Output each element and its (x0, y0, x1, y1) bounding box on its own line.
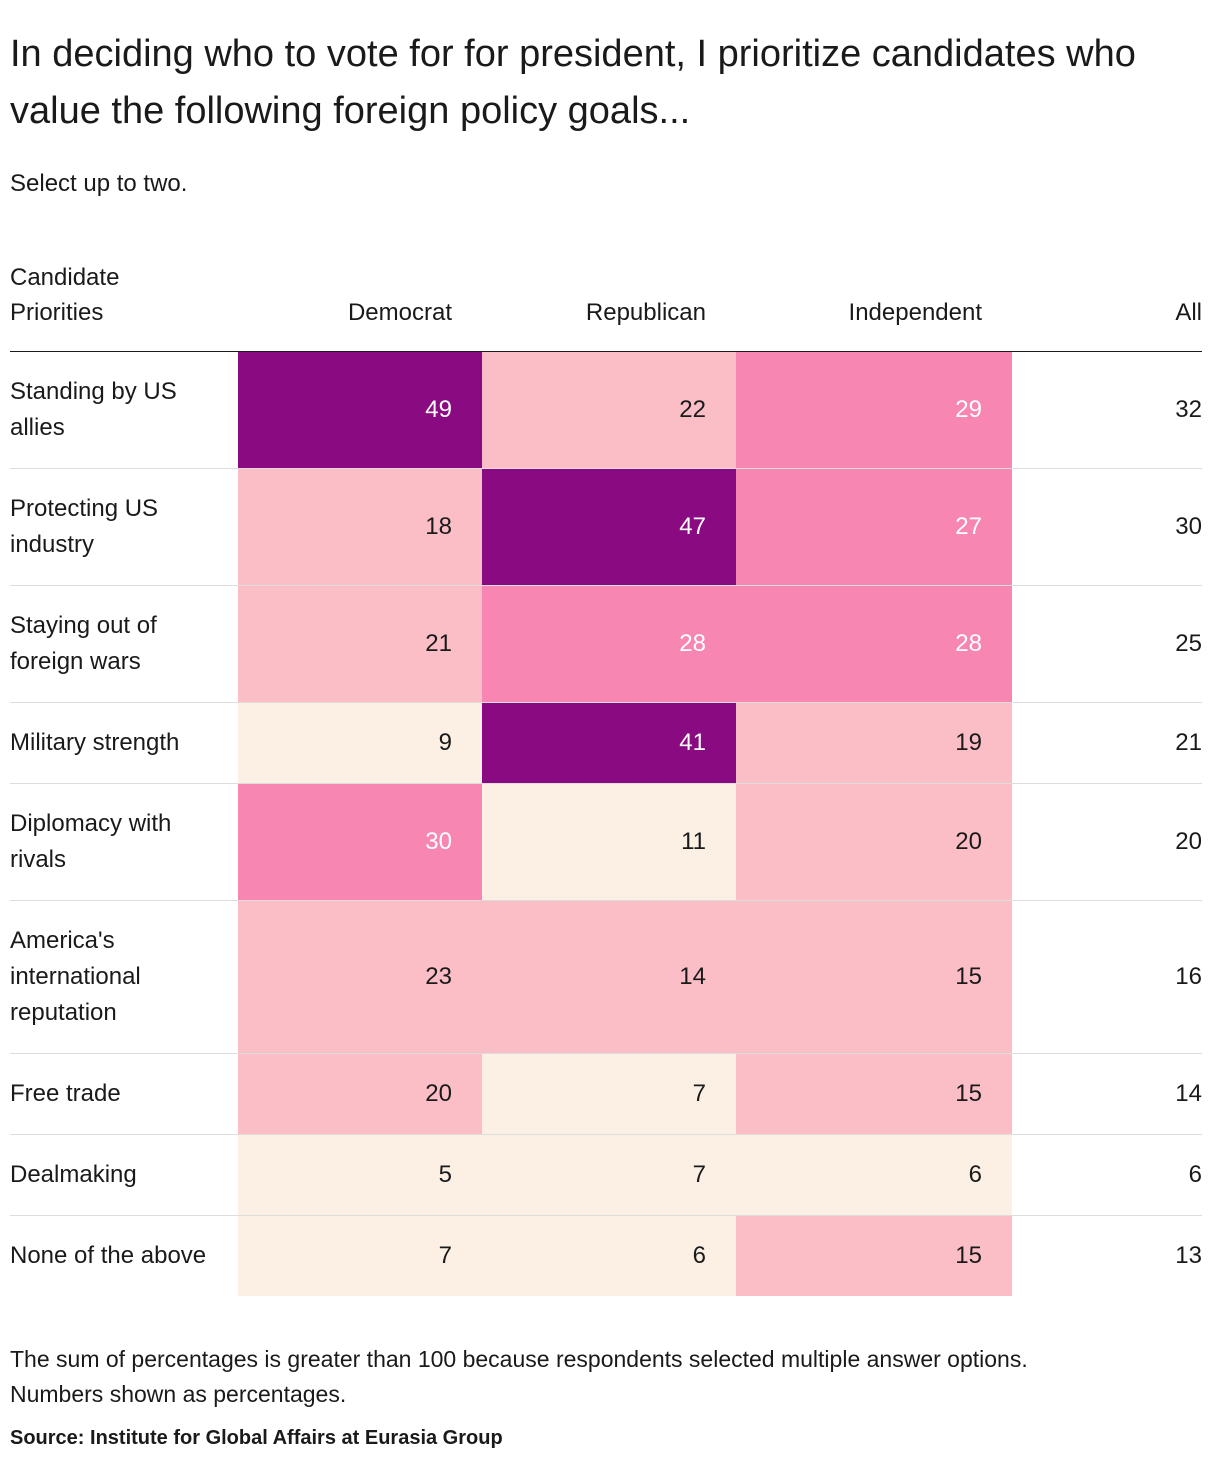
heatmap-cell: 28 (482, 585, 736, 702)
all-value-cell: 16 (1175, 962, 1202, 990)
row-label: Diplomacy with rivals (10, 809, 172, 873)
row-label: Dealmaking (10, 1160, 137, 1188)
table-row: Protecting US industry 18 47 27 30 (10, 467, 1202, 585)
table-row: Diplomacy with rivals 30 11 20 20 (10, 782, 1202, 900)
table-row: Staying out of foreign wars 21 28 28 25 (10, 584, 1202, 702)
footnote: The sum of percentages is greater than 1… (10, 1342, 1110, 1413)
heatmap-cell: 28 (736, 585, 1012, 702)
heatmap-cell: 15 (736, 1053, 1012, 1134)
all-value-cell: 32 (1175, 395, 1202, 423)
heatmap-cell: 18 (238, 468, 482, 585)
heatmap-cell: 7 (238, 1215, 482, 1296)
heatmap-cell: 29 (736, 351, 1012, 468)
row-label: Standing by US allies (10, 377, 177, 441)
heatmap-cell: 41 (482, 702, 736, 783)
column-header-independent: Independent (848, 298, 982, 326)
source-credit: Source: Institute for Global Affairs at … (10, 1427, 503, 1450)
all-value-cell: 30 (1175, 512, 1202, 540)
all-value-cell: 13 (1175, 1241, 1202, 1269)
heatmap-cell: 30 (238, 783, 482, 900)
column-header-democrat: Democrat (347, 298, 452, 326)
column-header-candidate-priorities: Candidate Priorities (10, 264, 120, 326)
all-value-cell: 6 (1188, 1160, 1202, 1188)
column-header-all: All (1175, 298, 1202, 326)
row-label: Protecting US industry (10, 494, 159, 558)
heatmap-cell: 20 (736, 783, 1012, 900)
table-row: Dealmaking 5 7 6 6 (10, 1133, 1202, 1215)
column-header-republican: Republican (585, 298, 706, 326)
heatmap-cell: 14 (482, 900, 736, 1053)
heatmap-cell: 5 (238, 1134, 482, 1215)
heatmap-cell: 47 (482, 468, 736, 585)
table-body: Standing by US allies 49 22 29 32 Protecting … (10, 351, 1202, 1296)
table-row: America's international reputation 23 14 15… (10, 899, 1202, 1053)
all-value-cell: 14 (1175, 1079, 1202, 1107)
heatmap-cell: 7 (482, 1134, 736, 1215)
table-row: None of the above 7 6 15 13 (10, 1214, 1202, 1296)
heatmap-cell: 21 (238, 585, 482, 702)
table-row: Standing by US allies 49 22 29 32 (10, 351, 1202, 468)
all-value-cell: 20 (1175, 827, 1202, 855)
all-value-cell: 21 (1175, 728, 1202, 756)
row-label: America's international reputation (10, 926, 141, 1026)
heatmap-cell: 20 (238, 1053, 482, 1134)
heatmap-cell: 7 (482, 1053, 736, 1134)
heatmap-cell: 6 (736, 1134, 1012, 1215)
row-label: None of the above (10, 1241, 207, 1269)
table-header-row: Candidate Priorities Democrat Republican I… (10, 261, 1202, 352)
chart-subtitle: Select up to two. (10, 170, 188, 197)
heatmap-cell: 15 (736, 900, 1012, 1053)
heatmap-cell: 23 (238, 900, 482, 1053)
heatmap-table: Candidate Priorities Democrat Republican I… (10, 261, 1202, 1296)
heatmap-cell: 11 (482, 783, 736, 900)
table-row: Free trade 20 7 15 14 (10, 1052, 1202, 1134)
row-label: Military strength (10, 728, 180, 756)
heatmap-cell: 6 (482, 1215, 736, 1296)
row-label: Staying out of foreign wars (10, 611, 157, 675)
heatmap-cell: 15 (736, 1215, 1012, 1296)
chart-title: In deciding who to vote for for presiden… (10, 33, 1136, 132)
footnote-line-1: The sum of percentages is greater than 1… (10, 1345, 1028, 1372)
heatmap-cell: 19 (736, 702, 1012, 783)
heatmap-cell: 27 (736, 468, 1012, 585)
row-label: Free trade (10, 1079, 121, 1107)
heatmap-cell: 22 (482, 351, 736, 468)
footnote-line-2: Numbers shown as percentages. (10, 1381, 347, 1408)
heatmap-cell: 49 (238, 351, 482, 468)
all-value-cell: 25 (1175, 629, 1202, 657)
table-row: Military strength 9 41 19 21 (10, 701, 1202, 783)
heatmap-cell: 9 (238, 702, 482, 783)
